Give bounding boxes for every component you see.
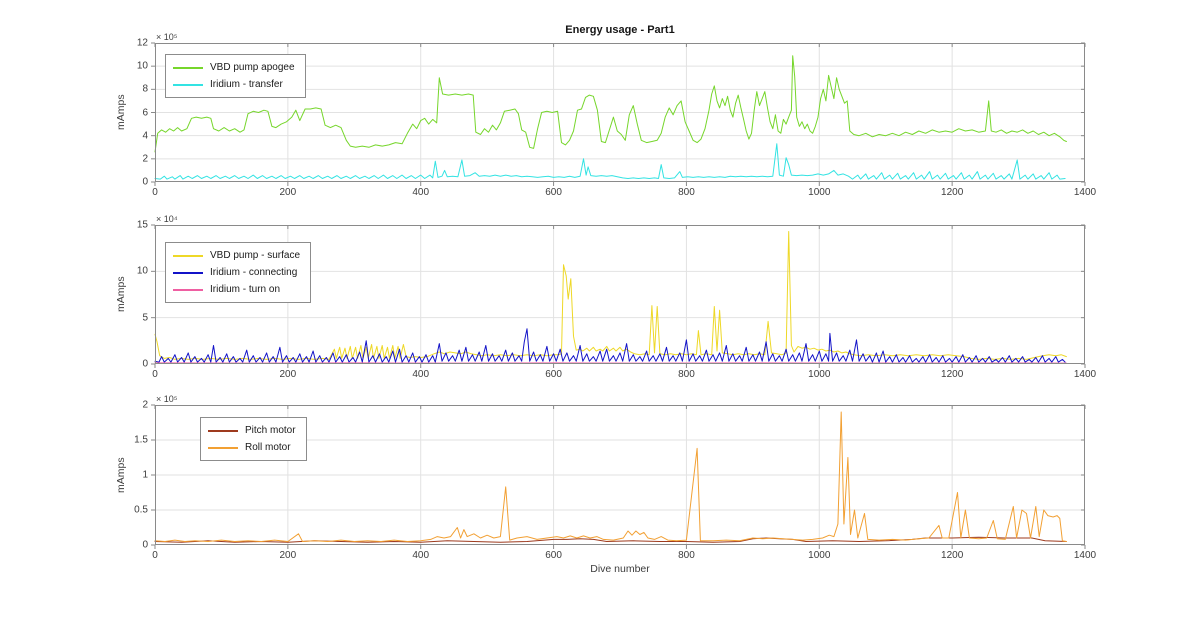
plot-canvas-top — [151, 42, 1086, 186]
legend-label: VBD pump - surface — [210, 250, 301, 261]
x-tick-label: 800 — [678, 187, 695, 198]
x-tick-label: 200 — [279, 187, 297, 198]
legend-middle: VBD pump - surface Iridium - connecting Ir… — [165, 242, 312, 303]
y-axis-label-bottom: mAmps — [115, 457, 127, 493]
subplot-bottom-energy: × 10⁵ mAmps 0 0.5 1 1.5 2 0 200 400 600 800 1000 1… — [115, 394, 1096, 575]
x-tick-label: 600 — [545, 369, 562, 380]
x-tick-label: 1200 — [941, 187, 964, 198]
legend-top: VBD pump apogee Iridium - transfer — [165, 54, 306, 98]
legend-label: Iridium - connecting — [210, 267, 298, 278]
y-tick-label: 15 — [136, 219, 148, 231]
x-tick-label: 1000 — [808, 187, 831, 198]
legend-label: Pitch motor — [245, 425, 296, 436]
plot-canvas-middle — [151, 224, 1086, 368]
x-tick-label: 600 — [545, 187, 562, 198]
legend-line-sample — [173, 271, 203, 274]
legend-label: Iridium - turn on — [210, 284, 281, 295]
legend-line-sample — [208, 429, 238, 432]
legend-line-sample — [173, 288, 203, 291]
y-tick-label: 0 — [142, 176, 148, 188]
x-tick-label: 600 — [545, 550, 562, 561]
y-tick-label: 2 — [142, 399, 148, 411]
legend-bottom: Pitch motor Roll motor — [200, 417, 307, 461]
x-tick-label: 1200 — [941, 550, 964, 561]
x-tick-label: 0 — [152, 550, 158, 561]
legend-line-sample — [173, 66, 203, 69]
y-axis-label-middle: mAmps — [115, 276, 127, 313]
x-tick-label: 400 — [412, 369, 430, 380]
y-axis-label-top: mAmps — [115, 94, 127, 131]
y-axis-exponent-bottom: × 10⁵ — [156, 394, 178, 404]
x-tick-label: 200 — [279, 550, 297, 561]
x-axis-label: Dive number — [590, 563, 650, 575]
y-tick-label: 12 — [136, 37, 148, 49]
y-tick-label: 1 — [142, 469, 148, 481]
x-tick-label: 400 — [412, 187, 430, 198]
legend-item: Iridium - connecting — [173, 265, 300, 280]
legend-item: Iridium - transfer — [173, 77, 295, 92]
y-axis-exponent-top: × 10⁵ — [156, 32, 178, 42]
y-tick-label: 0.5 — [134, 504, 148, 516]
x-tick-label: 1200 — [941, 369, 964, 380]
legend-item: VBD pump apogee — [173, 60, 295, 75]
legend-item: Pitch motor — [208, 423, 296, 438]
y-tick-label: 6 — [142, 107, 148, 118]
x-tick-label: 1400 — [1073, 187, 1097, 198]
y-tick-label: 8 — [142, 83, 148, 95]
chart-title: Energy usage - Part1 — [565, 24, 675, 36]
x-tick-label: 1000 — [808, 369, 831, 380]
subplot-top-energy: Energy usage - Part1 × 10⁵ mAmps 0 2 4 6 8 10… — [115, 24, 1096, 198]
subplot-middle-energy: × 10⁴ mAmps 0 5 10 15 0 200 400 600 800 1000 1200… — [115, 214, 1096, 380]
x-tick-label: 0 — [152, 369, 158, 380]
y-tick-label: 4 — [142, 130, 148, 142]
y-tick-label: 10 — [136, 60, 148, 72]
y-tick-label: 0 — [142, 358, 148, 370]
legend-line-sample — [173, 83, 203, 86]
plot-canvas-bottom — [151, 404, 1086, 549]
legend-label: VBD pump apogee — [210, 62, 295, 73]
x-tick-label: 800 — [678, 369, 695, 380]
x-tick-label: 1000 — [808, 550, 831, 561]
y-tick-label: 0 — [142, 539, 148, 551]
x-tick-label: 1400 — [1073, 369, 1097, 380]
legend-item: Iridium - turn on — [173, 282, 300, 297]
x-tick-label: 800 — [678, 550, 695, 561]
y-tick-label: 1.5 — [134, 434, 148, 446]
x-tick-label: 200 — [279, 369, 297, 380]
legend-item: Roll motor — [208, 440, 296, 455]
y-axis-exponent-middle: × 10⁴ — [156, 214, 178, 224]
legend-line-sample — [208, 446, 238, 449]
y-tick-label: 10 — [136, 265, 148, 277]
x-tick-label: 1400 — [1073, 550, 1097, 561]
y-tick-label: 5 — [142, 312, 148, 324]
x-tick-label: 0 — [152, 187, 158, 198]
x-tick-label: 400 — [412, 550, 430, 561]
y-tick-label: 2 — [142, 153, 148, 165]
legend-item: VBD pump - surface — [173, 248, 300, 263]
legend-label: Iridium - transfer — [210, 79, 283, 90]
legend-label: Roll motor — [245, 442, 291, 453]
legend-line-sample — [173, 254, 203, 257]
